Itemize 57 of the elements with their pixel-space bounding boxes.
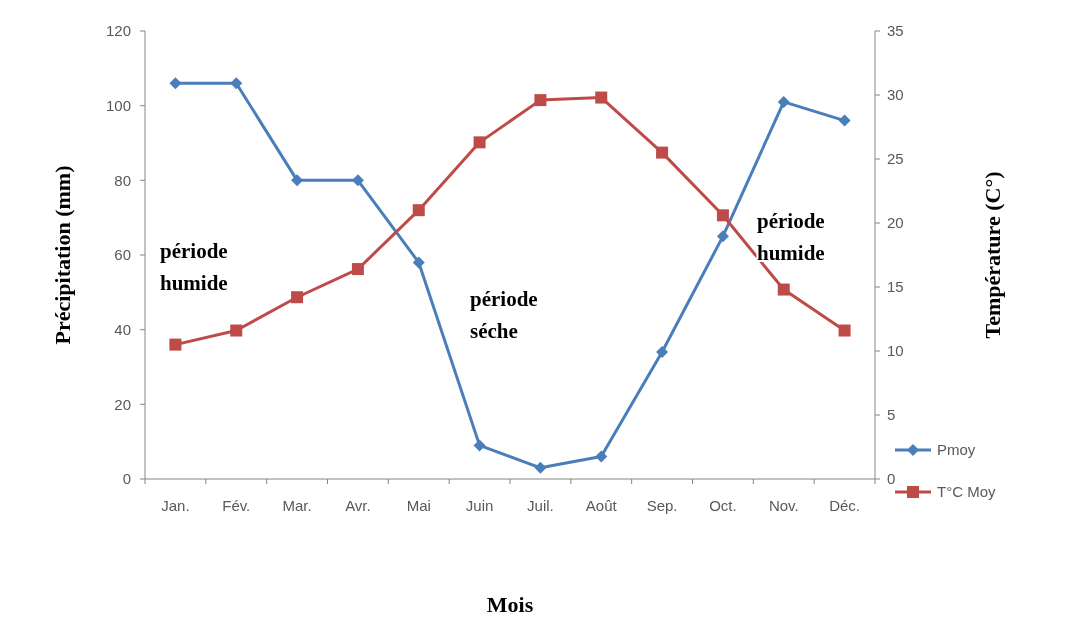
x-tick-label: Fév.: [222, 497, 251, 514]
x-tick-label: Mai: [406, 497, 431, 514]
point: [169, 77, 182, 90]
annotation: période humide: [757, 209, 825, 265]
y2-tick-label: 15: [887, 278, 904, 296]
x-tick-label: Mar.: [282, 497, 312, 514]
y2-tick-label: 35: [887, 22, 904, 40]
point: [777, 283, 790, 296]
point: [595, 450, 608, 463]
legend-label: T°C Moy: [937, 483, 996, 501]
y-tick-label: 100: [105, 96, 131, 114]
y2-axis-title: Température (C°): [980, 171, 1005, 339]
y-axis-title: Précipitation (mm): [50, 165, 75, 345]
y2-tick-label: 5: [887, 406, 896, 424]
y2-tick-label: 20: [887, 214, 904, 232]
y2-tick-label: 0: [887, 470, 896, 488]
point: [534, 461, 547, 474]
legend-label: Pmoy: [937, 441, 976, 459]
y2-tick-label: 30: [887, 86, 904, 104]
y-tick-label: 120: [105, 22, 131, 40]
y2-tick-label: 25: [887, 150, 904, 168]
y-tick-label: 0: [122, 470, 131, 488]
point: [351, 263, 364, 276]
point: [291, 291, 304, 304]
x-axis-title: Mois: [486, 592, 534, 617]
point: [656, 346, 669, 359]
annotation: période humide: [160, 239, 228, 295]
y-tick-label: 40: [114, 320, 131, 338]
point: [838, 114, 851, 127]
point: [838, 324, 851, 337]
point: [716, 209, 729, 222]
point: [534, 94, 547, 107]
point: [230, 77, 243, 90]
x-tick-label: Avr.: [345, 497, 371, 514]
point: [412, 256, 425, 269]
y-tick-label: 80: [114, 171, 131, 189]
point: [656, 146, 669, 159]
point: [230, 324, 243, 337]
point: [716, 230, 729, 243]
point: [169, 338, 182, 351]
point: [473, 136, 486, 149]
annotation: période séche: [470, 287, 538, 343]
y-tick-label: 60: [114, 246, 131, 264]
point: [777, 95, 790, 108]
x-tick-label: Août: [585, 497, 618, 514]
x-tick-label: Jan.: [161, 497, 190, 514]
point: [412, 204, 425, 217]
x-tick-label: Oct.: [709, 497, 737, 514]
point: [595, 91, 608, 104]
x-tick-label: Juin: [465, 497, 494, 514]
x-tick-label: Sep.: [646, 497, 678, 514]
y-tick-label: 20: [114, 395, 131, 413]
x-tick-label: Juil.: [527, 497, 554, 514]
x-tick-label: Déc.: [829, 497, 861, 514]
x-tick-label: Nov.: [768, 497, 799, 514]
y2-tick-label: 10: [887, 342, 904, 360]
point: [473, 439, 486, 452]
